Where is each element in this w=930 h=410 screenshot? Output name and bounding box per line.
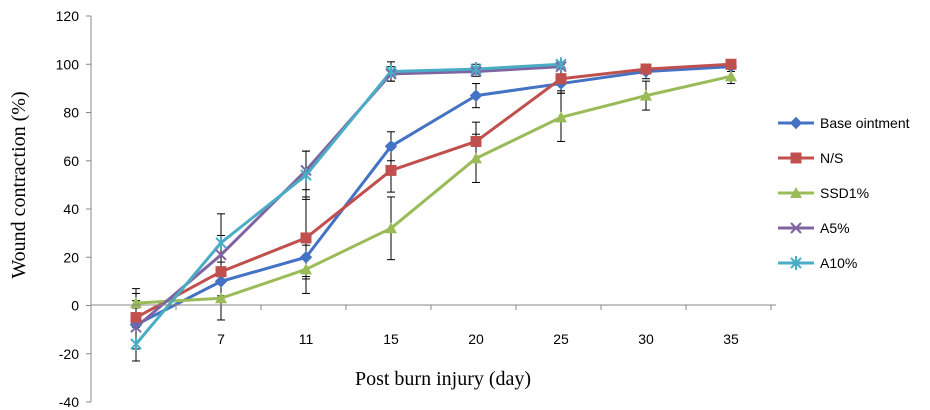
data-point-a10- — [385, 64, 397, 79]
y-tick-label: 80 — [63, 105, 79, 121]
data-point-n-s — [130, 312, 142, 324]
data-point-base-ointment — [299, 251, 313, 264]
y-axis-title: Wound contraction (%) — [8, 91, 30, 278]
legend-entry: A5% — [778, 220, 850, 236]
data-point-ssd1- — [470, 152, 482, 164]
legend-label: A5% — [820, 220, 850, 236]
data-point-base-ointment — [214, 275, 228, 288]
legend-entry: Base ointment — [778, 115, 910, 131]
legend-entry: A10% — [778, 255, 857, 271]
series-line-n-s — [135, 62, 732, 319]
data-point-n-s — [385, 164, 397, 176]
legend-label: A10% — [820, 255, 857, 271]
data-point-ssd1- — [385, 222, 397, 234]
series-line-a10- — [134, 62, 562, 346]
x-axis-title: Post burn injury (day) — [355, 368, 531, 390]
data-point-ssd1- — [555, 111, 567, 123]
axes — [86, 15, 776, 403]
x-tick-label: 20 — [468, 331, 484, 347]
data-point-ssd1- — [300, 263, 312, 275]
legend-marker — [790, 256, 802, 270]
legend-marker — [789, 116, 803, 130]
legend-label: N/S — [820, 150, 843, 166]
x-tick-label: 25 — [553, 331, 569, 347]
y-tick-label: -20 — [59, 346, 79, 362]
y-tick-label: 100 — [56, 56, 80, 72]
data-point-base-ointment — [384, 140, 398, 153]
data-point-ssd1- — [215, 292, 227, 304]
data-point-a10- — [300, 168, 312, 183]
x-tick-label: 30 — [638, 331, 654, 347]
y-tick-label: 40 — [63, 201, 79, 217]
x-tick-label: 11 — [299, 331, 314, 347]
data-point-n-s — [725, 58, 737, 70]
y-tick-label: 20 — [63, 249, 79, 265]
data-point-n-s — [640, 63, 652, 75]
error-bars — [132, 61, 735, 362]
data-point-a10- — [215, 235, 227, 250]
legend-entry: SSD1% — [778, 185, 869, 201]
y-tick-label: -40 — [59, 394, 79, 410]
data-point-a10- — [470, 62, 482, 77]
data-point-n-s — [470, 135, 482, 147]
data-point-n-s — [215, 266, 227, 278]
series-line-base-ointment — [135, 65, 732, 327]
data-point-ssd1- — [640, 89, 652, 101]
legend: Base ointment N/S SSD1% A5% A10% — [778, 115, 910, 271]
x-tick-label: 15 — [383, 331, 399, 347]
tick-labels: -40 -20 0 20 40 60 80 100 120 7 11 15 20 25 30 35 — [56, 8, 739, 410]
legend-label: SSD1% — [820, 185, 869, 201]
data-point-a10- — [130, 337, 142, 352]
x-tick-label: 35 — [723, 331, 739, 347]
legend-marker — [790, 187, 802, 198]
legend-marker — [790, 152, 802, 164]
series-lines — [134, 62, 732, 346]
legend-marker — [790, 222, 802, 234]
series-line-ssd1- — [135, 74, 732, 305]
data-point-n-s — [300, 232, 312, 244]
data-point-a5- — [215, 249, 227, 261]
y-tick-label: 0 — [71, 298, 79, 314]
legend-label: Base ointment — [820, 115, 910, 131]
series-line-a5- — [135, 65, 562, 329]
x-tick-label: 7 — [217, 331, 225, 347]
legend-entry: N/S — [778, 150, 843, 166]
y-tick-label: 60 — [63, 153, 79, 169]
y-tick-label: 120 — [56, 8, 80, 24]
data-point-ssd1- — [725, 70, 737, 82]
data-point-a5- — [130, 321, 142, 333]
data-point-n-s — [555, 73, 567, 85]
data-point-base-ointment — [469, 89, 483, 102]
data-point-a10- — [555, 57, 567, 72]
